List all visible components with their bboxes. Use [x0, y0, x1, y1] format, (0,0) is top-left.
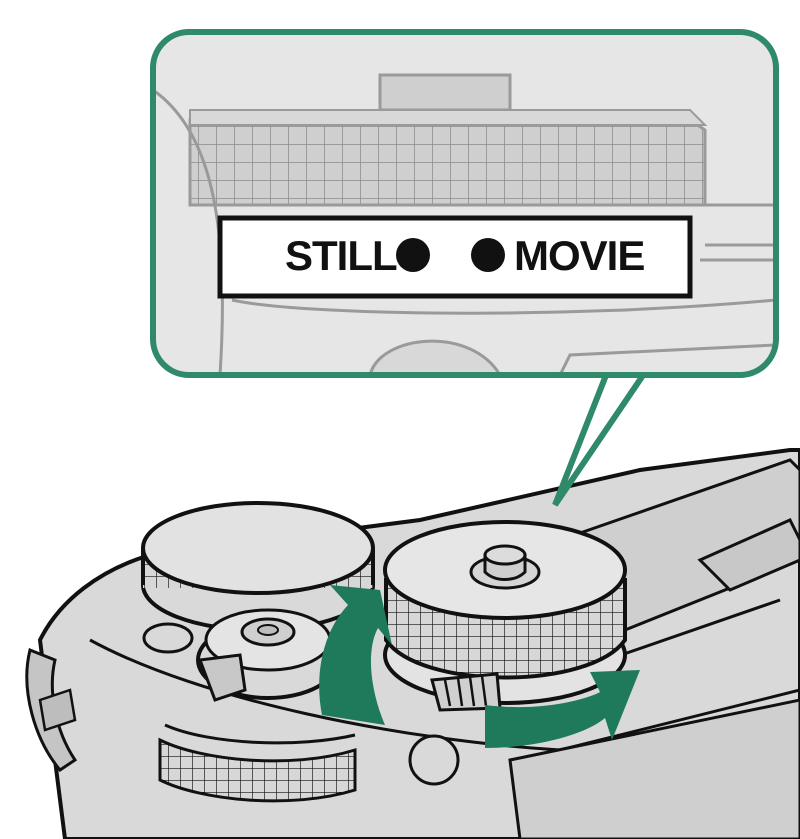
callout-frame — [150, 29, 779, 378]
rotate-counterclockwise-icon — [319, 585, 392, 725]
still-label: STILL — [285, 232, 397, 279]
still-indicator-dot — [396, 238, 430, 272]
zoom-callout: STILL MOVIE — [150, 29, 779, 378]
small-round-button — [408, 734, 460, 786]
movie-label: MOVIE — [514, 232, 644, 279]
function-button — [142, 622, 194, 654]
selector-ring-band — [217, 215, 693, 299]
lever-dial — [196, 608, 340, 702]
front-command-wheel — [158, 723, 357, 803]
left-top-dial — [141, 501, 375, 632]
callout-pointer — [552, 363, 653, 507]
movie-indicator-dot — [471, 238, 505, 272]
rotate-clockwise-icon — [485, 670, 640, 748]
still-movie-dial — [383, 520, 627, 712]
